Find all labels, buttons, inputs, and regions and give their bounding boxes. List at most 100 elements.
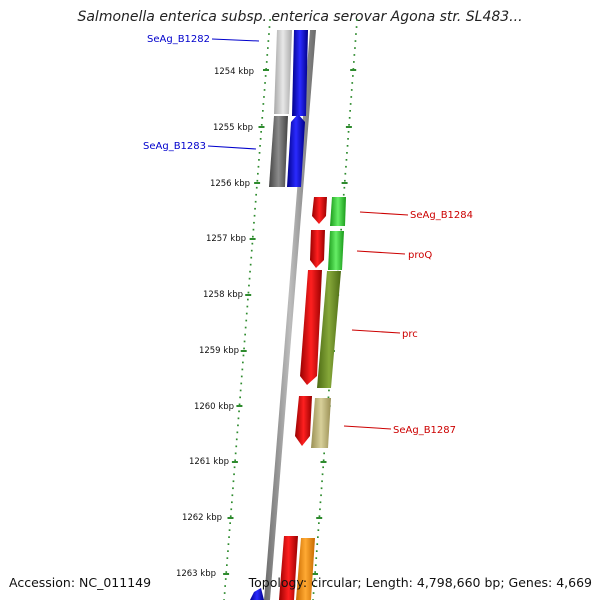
ruler-dot bbox=[262, 110, 264, 112]
ruler-tick-dash bbox=[312, 573, 318, 575]
ruler-dot bbox=[250, 256, 253, 259]
ruler-dot bbox=[318, 522, 320, 524]
ruler-dot bbox=[315, 550, 318, 552]
ruler-dot bbox=[243, 347, 245, 350]
ruler-dot bbox=[340, 228, 342, 231]
gene-label[interactable]: prc bbox=[402, 329, 418, 340]
ruler-tick-dash bbox=[236, 405, 243, 407]
ruler-dot bbox=[226, 564, 228, 566]
ruler-dot bbox=[244, 333, 246, 336]
ruler-dot bbox=[244, 326, 247, 329]
ruler-dot bbox=[238, 410, 240, 413]
ruler-tick-dash bbox=[254, 182, 261, 184]
ruler-dot bbox=[254, 207, 256, 210]
ruler-dot bbox=[245, 319, 248, 322]
ruler-dot bbox=[261, 117, 264, 119]
ruler-dot bbox=[248, 284, 250, 287]
ruler-dot bbox=[251, 242, 254, 245]
ruler-tick-dash bbox=[258, 126, 265, 128]
ruler-dot bbox=[316, 543, 319, 545]
label-seag-b1284[interactable]: SeAg_B1284 bbox=[359, 210, 473, 221]
ruler-dot bbox=[232, 487, 234, 490]
ruler-dot bbox=[233, 473, 235, 476]
ruler-dot bbox=[328, 389, 330, 392]
ruler-dot bbox=[253, 214, 256, 217]
ruler-dot bbox=[263, 89, 266, 91]
ruler-dot bbox=[229, 522, 231, 524]
ruler-dot bbox=[322, 466, 324, 469]
ruler-dot bbox=[347, 138, 349, 140]
gene-box-khaki-seag-b1287 bbox=[311, 398, 331, 448]
ruler-dot bbox=[314, 564, 317, 566]
ruler-tick-dash bbox=[263, 69, 269, 71]
gene-label[interactable]: proQ bbox=[408, 250, 432, 261]
ruler-dot bbox=[355, 26, 358, 28]
label-proq[interactable]: proQ bbox=[356, 250, 432, 261]
ruler-dot bbox=[248, 277, 251, 280]
tick-label: 1258 kbp bbox=[203, 290, 243, 300]
ruler-dot bbox=[255, 186, 258, 189]
ruler-dot bbox=[227, 550, 229, 552]
ruler-dot bbox=[267, 40, 270, 42]
ruler-dot bbox=[256, 179, 259, 182]
ruler-dot bbox=[259, 145, 261, 147]
ruler-dot bbox=[239, 389, 242, 392]
ruler-dot bbox=[234, 459, 236, 462]
gene-label[interactable]: SeAg_B1284 bbox=[410, 210, 473, 221]
ruler-dot bbox=[241, 368, 244, 371]
ruler-dot bbox=[345, 159, 348, 161]
gene-arrow-red-1 bbox=[312, 197, 327, 224]
ruler-dot bbox=[245, 312, 248, 315]
gene-arrow-blue-seag-b1282 bbox=[292, 30, 308, 116]
gene-label[interactable]: SeAg_B1282 bbox=[147, 34, 210, 45]
ruler-dot bbox=[344, 172, 347, 175]
ruler-dot bbox=[322, 459, 325, 462]
gene-arrow-dark-gray bbox=[269, 116, 288, 187]
ruler-dot bbox=[352, 68, 355, 70]
ruler-dot bbox=[312, 592, 315, 594]
ruler-dot bbox=[246, 305, 249, 308]
ruler-tick-dash bbox=[341, 182, 348, 184]
ruler-dot bbox=[257, 172, 259, 175]
ruler-dot bbox=[262, 103, 265, 105]
ruler-dot bbox=[352, 75, 354, 77]
ruler-dot bbox=[349, 110, 351, 112]
ruler-dot bbox=[319, 508, 321, 511]
label-seag-b1283[interactable]: SeAg_B1283 bbox=[143, 141, 257, 152]
ruler-dot bbox=[252, 235, 254, 238]
gene-arrow-blue-seag-b1283 bbox=[287, 114, 305, 187]
ruler-dot bbox=[240, 375, 243, 378]
ruler-dot bbox=[354, 47, 356, 49]
ruler-dot bbox=[242, 361, 244, 364]
label-seag-b1282[interactable]: SeAg_B1282 bbox=[147, 34, 260, 45]
ruler-dot bbox=[319, 501, 322, 504]
ruler-dot bbox=[313, 578, 316, 580]
gene-label[interactable]: SeAg_B1287 bbox=[393, 425, 456, 436]
label-prc[interactable]: prc bbox=[351, 329, 418, 340]
map-title: Salmonella enterica subsp. enterica sero… bbox=[77, 9, 523, 25]
ruler-dot bbox=[227, 543, 230, 545]
ruler-dot bbox=[323, 452, 325, 455]
tick-label: 1259 kbp bbox=[199, 346, 239, 356]
ruler-dot bbox=[314, 571, 316, 573]
ruler-dot bbox=[258, 152, 261, 154]
label-seag-b1287[interactable]: SeAg_B1287 bbox=[343, 425, 456, 436]
ruler-dot bbox=[348, 124, 350, 126]
ruler-tick-dash bbox=[320, 461, 327, 463]
gene-box-orange bbox=[296, 538, 315, 600]
gene-label[interactable]: SeAg_B1283 bbox=[143, 141, 206, 152]
ruler-dot bbox=[229, 515, 232, 517]
ruler-dot bbox=[346, 145, 349, 147]
ruler-dot bbox=[315, 557, 318, 559]
ruler-dot bbox=[267, 47, 269, 49]
ruler-dot bbox=[234, 452, 237, 455]
ruler-dot bbox=[252, 228, 255, 231]
gene-arrow-light-gray bbox=[274, 30, 292, 114]
gene-arrow-red-5 bbox=[279, 536, 298, 600]
ruler-dot bbox=[249, 270, 251, 273]
ruler-dot bbox=[228, 529, 231, 531]
ruler-dot bbox=[350, 96, 353, 98]
ruler-dot bbox=[317, 536, 319, 538]
ruler-dot bbox=[260, 124, 263, 126]
